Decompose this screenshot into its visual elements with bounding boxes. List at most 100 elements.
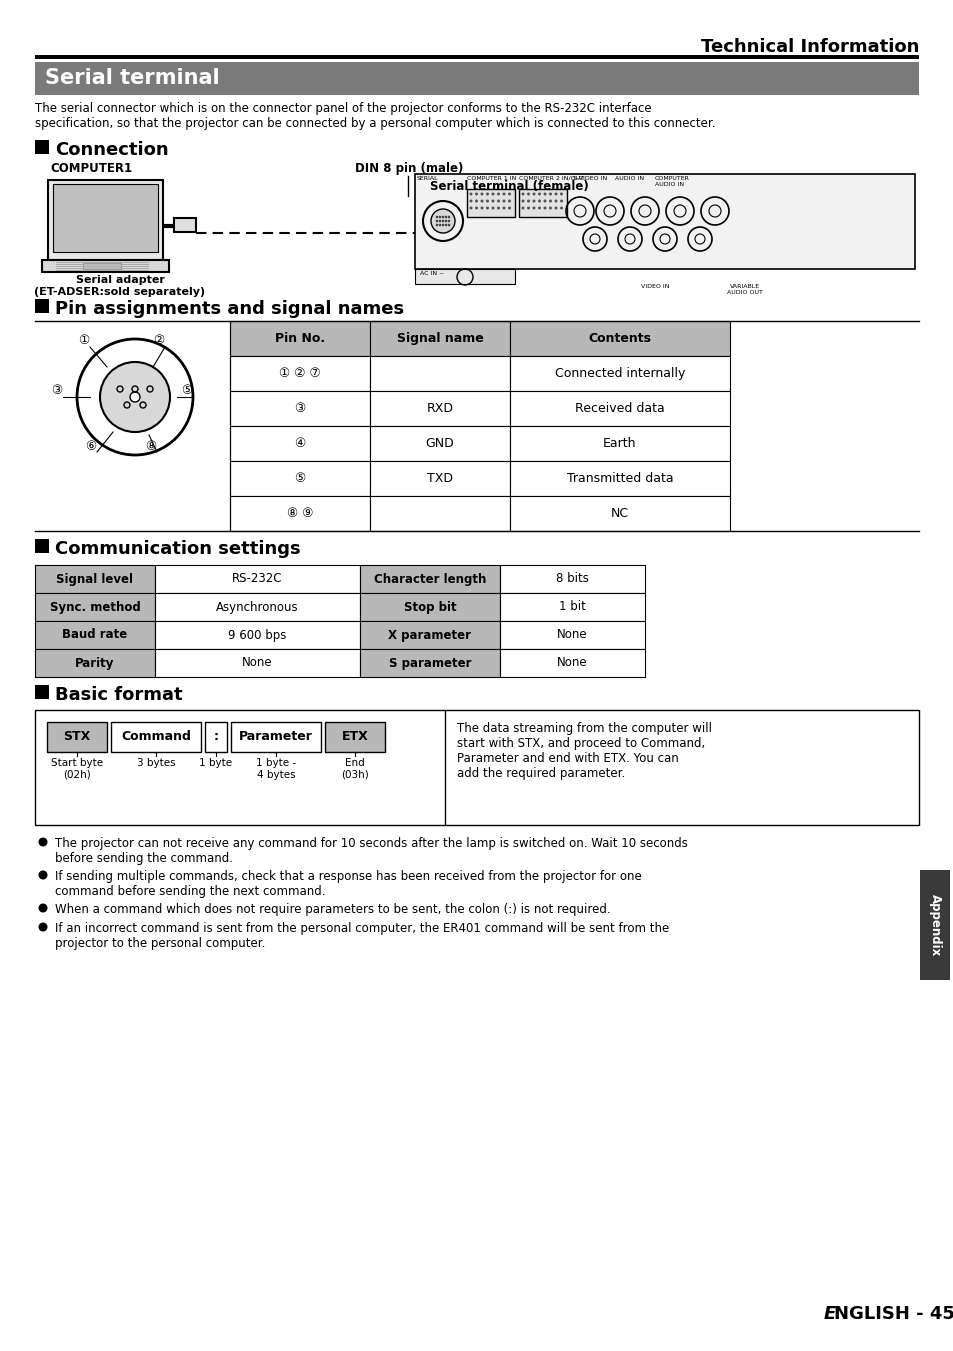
Bar (35, 565, 154, 593)
Text: Transmitted data: Transmitted data (566, 471, 673, 485)
Circle shape (543, 207, 546, 209)
Circle shape (502, 192, 505, 196)
Bar (510, 461, 729, 496)
Text: Sync. method: Sync. method (50, 600, 140, 613)
Bar (510, 390, 729, 426)
Text: ⑥: ⑥ (85, 439, 96, 453)
Circle shape (497, 200, 499, 203)
Bar (231, 721, 320, 753)
Text: If sending multiple commands, check that a response has been received from the p: If sending multiple commands, check that… (55, 870, 641, 898)
Circle shape (491, 192, 494, 196)
Text: ④: ④ (294, 436, 305, 450)
Text: Basic format: Basic format (55, 686, 182, 704)
Bar (370, 461, 510, 496)
Circle shape (475, 207, 477, 209)
Circle shape (485, 207, 489, 209)
Circle shape (543, 192, 546, 196)
Text: VARIABLE
AUDIO OUT: VARIABLE AUDIO OUT (726, 284, 762, 295)
Text: Stop bit: Stop bit (403, 600, 456, 613)
Text: STX: STX (63, 731, 91, 743)
Text: ⑧ ⑨: ⑧ ⑨ (287, 507, 313, 520)
Circle shape (548, 207, 552, 209)
Bar (154, 565, 359, 593)
Text: Command: Command (121, 731, 191, 743)
Circle shape (475, 200, 477, 203)
Circle shape (100, 362, 170, 432)
Circle shape (436, 220, 437, 223)
Bar (35, 685, 49, 698)
Circle shape (502, 200, 505, 203)
Text: ETX: ETX (341, 731, 368, 743)
Bar (499, 621, 644, 648)
Circle shape (526, 192, 530, 196)
Circle shape (447, 216, 450, 219)
Text: S-VIDEO IN: S-VIDEO IN (573, 176, 607, 181)
Text: Signal name: Signal name (396, 332, 483, 345)
Bar (53, 184, 158, 253)
Circle shape (543, 200, 546, 203)
Circle shape (130, 392, 140, 403)
Text: When a command which does not require parameters to be sent, the colon (:) is no: When a command which does not require pa… (55, 902, 610, 916)
Circle shape (438, 216, 441, 219)
Text: VIDEO IN: VIDEO IN (640, 284, 669, 289)
Bar (499, 648, 644, 677)
Bar (370, 390, 510, 426)
Circle shape (436, 216, 437, 219)
Text: Appendix: Appendix (927, 894, 941, 957)
Bar (173, 218, 195, 232)
Text: The projector can not receive any command for 10 seconds after the lamp is switc: The projector can not receive any comman… (55, 838, 687, 865)
Bar (518, 189, 566, 218)
Text: AUDIO IN: AUDIO IN (615, 176, 643, 181)
Circle shape (526, 207, 530, 209)
Circle shape (441, 220, 444, 223)
Text: Asynchronous: Asynchronous (216, 600, 298, 613)
Circle shape (438, 220, 441, 223)
Text: NGLISH - 45: NGLISH - 45 (833, 1305, 953, 1323)
Bar (35, 539, 49, 553)
Text: ③: ③ (51, 385, 63, 397)
Text: Serial adapter
(ET-ADSER:sold separately): Serial adapter (ET-ADSER:sold separately… (34, 276, 205, 297)
Bar (510, 322, 729, 357)
Circle shape (444, 216, 447, 219)
Text: Start byte
(02h): Start byte (02h) (51, 758, 103, 780)
Text: Pin No.: Pin No. (274, 332, 325, 345)
Bar (510, 496, 729, 531)
Bar (359, 565, 499, 593)
Text: E: E (823, 1305, 836, 1323)
Text: 1 bit: 1 bit (558, 600, 585, 613)
Bar (111, 721, 201, 753)
Circle shape (480, 207, 483, 209)
Text: COMPUTER 1 IN: COMPUTER 1 IN (467, 176, 516, 181)
Text: 3 bytes: 3 bytes (136, 758, 175, 767)
Circle shape (507, 200, 511, 203)
Text: Parity: Parity (75, 657, 114, 670)
Bar (35, 62, 918, 95)
Text: Earth: Earth (602, 436, 636, 450)
Text: Pin assignments and signal names: Pin assignments and signal names (55, 300, 404, 317)
Bar (370, 426, 510, 461)
Text: 1 byte: 1 byte (199, 758, 233, 767)
Bar (48, 180, 163, 259)
Bar (499, 593, 644, 621)
Circle shape (436, 224, 437, 227)
Text: X parameter: X parameter (388, 628, 471, 642)
Text: Technical Information: Technical Information (700, 38, 918, 55)
Circle shape (554, 207, 557, 209)
Bar (370, 496, 510, 531)
Circle shape (507, 192, 511, 196)
Bar (230, 496, 370, 531)
Text: The serial connector which is on the connector panel of the projector conforms t: The serial connector which is on the con… (35, 101, 715, 130)
Bar (35, 621, 154, 648)
Bar (230, 357, 370, 390)
Circle shape (431, 209, 455, 232)
Bar (35, 593, 154, 621)
Circle shape (521, 192, 524, 196)
Text: Communication settings: Communication settings (55, 540, 300, 558)
Bar (35, 55, 918, 59)
Circle shape (491, 200, 494, 203)
Circle shape (559, 200, 562, 203)
Circle shape (38, 904, 48, 912)
Text: If an incorrect command is sent from the personal computer, the ER401 command wi: If an incorrect command is sent from the… (55, 921, 669, 950)
Circle shape (532, 200, 535, 203)
Circle shape (521, 207, 524, 209)
